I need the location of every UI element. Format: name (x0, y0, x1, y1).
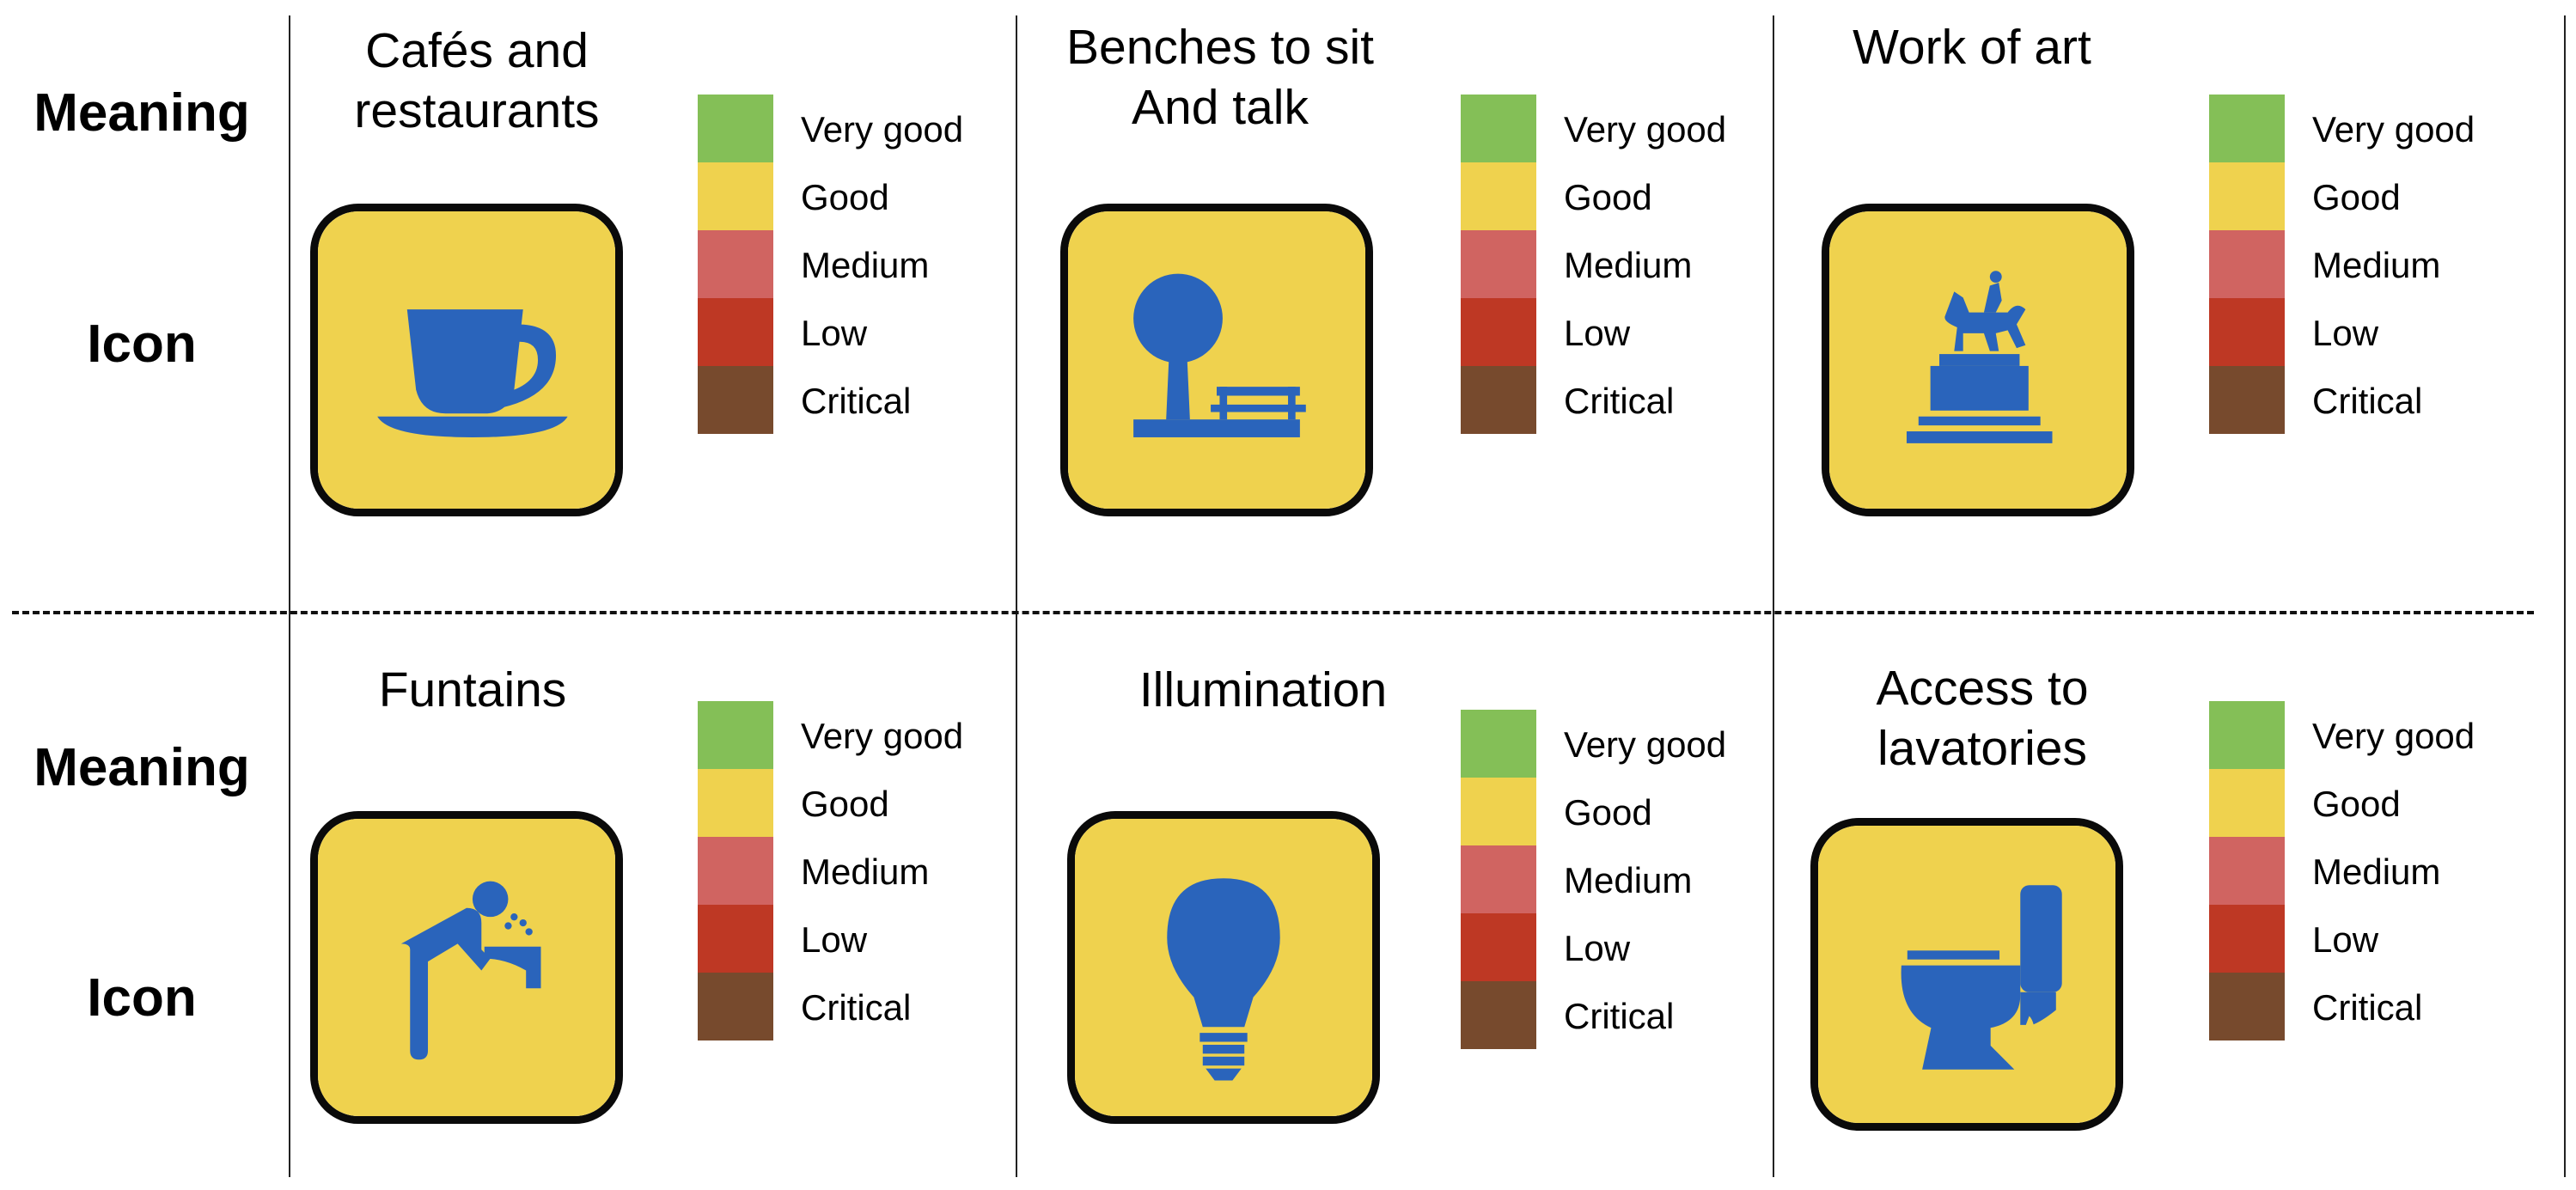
row-label-icon: Icon (87, 314, 197, 374)
scale-swatch-critical (1461, 981, 1536, 1049)
scale-label: Very good (801, 716, 964, 756)
scale-label: Very good (801, 109, 964, 150)
scale-label: Very good (2312, 716, 2475, 756)
scale-label: Low (2312, 919, 2379, 960)
card-title: Access to lavatories (1876, 661, 2089, 776)
icon-tile (1810, 818, 2123, 1131)
scale-label: Critical (801, 987, 912, 1028)
equestrian-statue-icon (1829, 211, 2127, 509)
scale-swatch-low (698, 905, 773, 973)
scale-swatch-very-good (2209, 701, 2285, 769)
scale-label: Medium (801, 851, 930, 892)
card-title: Funtains (378, 662, 567, 717)
icon-tile (1067, 811, 1380, 1124)
icon-tile (310, 811, 623, 1124)
scale-swatch-very-good (1461, 710, 1536, 778)
scale-label: Very good (2312, 109, 2475, 150)
scale-label: Good (2312, 784, 2401, 824)
scale-label: Medium (2312, 245, 2441, 285)
icon-tile (1822, 204, 2134, 516)
scale-swatch-critical (1461, 366, 1536, 434)
scale-swatch-critical (2209, 973, 2285, 1040)
scale-swatch-critical (698, 366, 773, 434)
scale-label: Low (2312, 313, 2379, 353)
scale-label: Medium (1564, 860, 1693, 900)
scale-swatch-good (1461, 162, 1536, 230)
scale-swatch-good (698, 769, 773, 837)
scale-label: Good (801, 784, 889, 824)
scale-swatch-low (698, 298, 773, 366)
divider-middle (1016, 15, 1017, 1177)
scale-label: Low (1564, 928, 1631, 968)
divider-far-right (2564, 15, 2566, 1177)
scale-swatch-medium (1461, 845, 1536, 913)
scale-swatch-good (2209, 769, 2285, 837)
coffee-cup-icon (318, 211, 615, 509)
toilet-icon (1818, 826, 2115, 1123)
scale-swatch-medium (2209, 837, 2285, 905)
scale-swatch-low (2209, 905, 2285, 973)
icon-tile (1060, 204, 1373, 516)
scale-swatch-critical (698, 973, 773, 1040)
scale-label: Good (1564, 792, 1652, 833)
row-divider-dashed (12, 611, 2534, 614)
scale-swatch-low (1461, 298, 1536, 366)
scale-label: Medium (1564, 245, 1693, 285)
scale-label: Low (801, 919, 868, 960)
scale-swatch-good (2209, 162, 2285, 230)
scale-swatch-very-good (1461, 95, 1536, 162)
scale-label: Critical (1564, 381, 1675, 421)
scale-swatch-good (698, 162, 773, 230)
scale-swatch-critical (2209, 366, 2285, 434)
scale-label: Critical (801, 381, 912, 421)
scale-swatch-medium (698, 837, 773, 905)
card-title: Work of art (1853, 20, 2091, 75)
scale-swatch-low (1461, 913, 1536, 981)
scale-label: Low (1564, 313, 1631, 353)
scale-label: Very good (1564, 109, 1727, 150)
row-label-meaning: Meaning (34, 83, 250, 143)
scale-swatch-low (2209, 298, 2285, 366)
scale-label: Critical (2312, 381, 2423, 421)
scale-label: Good (1564, 177, 1652, 217)
scale-swatch-very-good (2209, 95, 2285, 162)
scale-swatch-medium (1461, 230, 1536, 298)
scale-swatch-very-good (698, 95, 773, 162)
scale-swatch-very-good (698, 701, 773, 769)
scale-swatch-medium (698, 230, 773, 298)
scale-label: Good (2312, 177, 2401, 217)
scale-swatch-good (1461, 778, 1536, 845)
divider-left (289, 15, 290, 1177)
card-title: Illumination (1138, 662, 1388, 717)
scale-label: Very good (1564, 724, 1727, 765)
row-label-meaning: Meaning (34, 738, 250, 797)
light-bulb-icon (1075, 819, 1372, 1116)
scale-label: Critical (1564, 996, 1675, 1036)
drinking-fountain-icon (318, 819, 615, 1116)
scale-label: Low (801, 313, 868, 353)
scale-label: Medium (801, 245, 930, 285)
scale-label: Medium (2312, 851, 2441, 892)
scale-label: Good (801, 177, 889, 217)
scale-label: Critical (2312, 987, 2423, 1028)
card-title: Benches to sit And talk (1065, 20, 1375, 135)
tree-and-bench-icon (1068, 211, 1365, 509)
card-title: Cafés and restaurants (354, 23, 600, 138)
icon-tile (310, 204, 623, 516)
row-label-icon: Icon (87, 968, 197, 1028)
scale-swatch-medium (2209, 230, 2285, 298)
divider-right (1773, 15, 1774, 1177)
